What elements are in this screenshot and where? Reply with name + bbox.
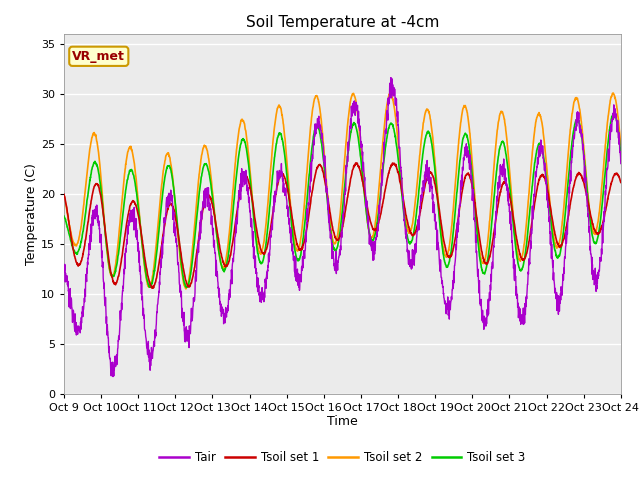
Y-axis label: Temperature (C): Temperature (C)	[25, 163, 38, 264]
Legend: Tair, Tsoil set 1, Tsoil set 2, Tsoil set 3: Tair, Tsoil set 1, Tsoil set 2, Tsoil se…	[155, 446, 530, 469]
Title: Soil Temperature at -4cm: Soil Temperature at -4cm	[246, 15, 439, 30]
X-axis label: Time: Time	[327, 415, 358, 429]
Text: VR_met: VR_met	[72, 50, 125, 63]
